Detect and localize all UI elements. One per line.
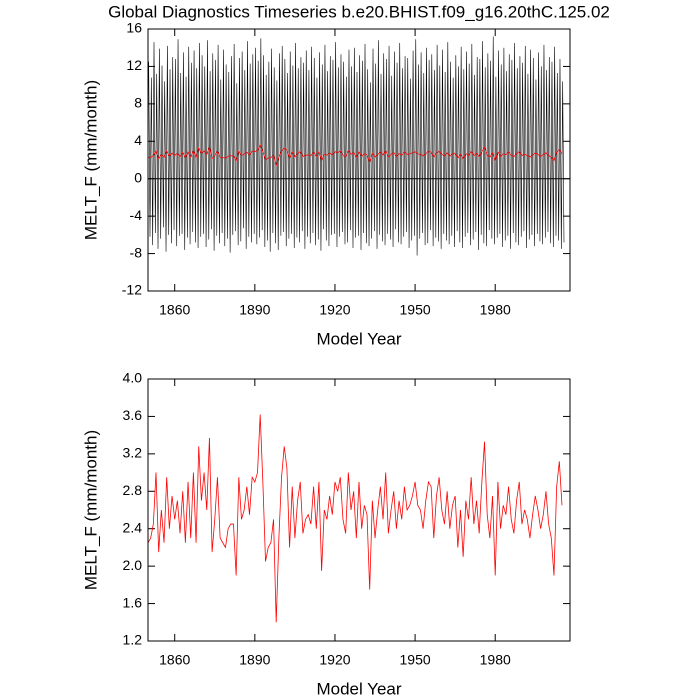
y-axis-label: MELT_F (mm/month) <box>81 80 100 240</box>
y-tick-label: 4 <box>134 132 142 148</box>
y-tick-label: 2.4 <box>123 519 143 535</box>
data-line <box>148 36 565 256</box>
data-line <box>147 414 563 623</box>
x-tick-label: 1980 <box>480 652 511 668</box>
y-tick-label: 0 <box>134 169 142 185</box>
x-tick-label: 1890 <box>239 652 270 668</box>
y-axis-label: MELT_F (mm/month) <box>81 430 100 590</box>
y-tick-label: 3.6 <box>123 407 143 423</box>
x-tick-label: 1950 <box>400 652 431 668</box>
y-tick-label: 2.8 <box>123 482 143 498</box>
x-tick-label: 1980 <box>480 302 511 318</box>
y-tick-label: 12 <box>126 57 142 73</box>
y-tick-label: 1.2 <box>123 632 143 648</box>
y-tick-label: 2.0 <box>123 557 143 573</box>
plot-frame <box>147 28 571 292</box>
plot-frame <box>147 378 571 642</box>
y-tick-label: 1.6 <box>123 594 143 610</box>
data-line <box>147 143 563 168</box>
x-tick-label: 1890 <box>239 302 270 318</box>
chart-title: Global Diagnostics Timeseries b.e20.BHIS… <box>108 2 610 21</box>
x-tick-label: 1860 <box>159 302 190 318</box>
y-tick-label: -4 <box>130 207 143 223</box>
x-tick-label: 1920 <box>319 652 350 668</box>
y-tick-label: 3.2 <box>123 445 143 461</box>
x-tick-label: 1950 <box>400 302 431 318</box>
x-axis-label: Model Year <box>316 329 401 348</box>
y-tick-label: 4.0 <box>123 370 143 386</box>
y-tick-label: 8 <box>134 95 142 111</box>
y-tick-label: 16 <box>126 20 142 36</box>
y-tick-label: -12 <box>122 282 142 298</box>
x-axis-label: Model Year <box>316 679 401 698</box>
x-tick-label: 1860 <box>159 652 190 668</box>
y-tick-label: -8 <box>130 244 143 260</box>
x-tick-label: 1920 <box>319 302 350 318</box>
